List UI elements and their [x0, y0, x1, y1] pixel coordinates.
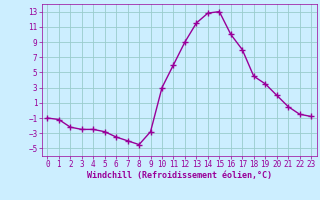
X-axis label: Windchill (Refroidissement éolien,°C): Windchill (Refroidissement éolien,°C)	[87, 171, 272, 180]
